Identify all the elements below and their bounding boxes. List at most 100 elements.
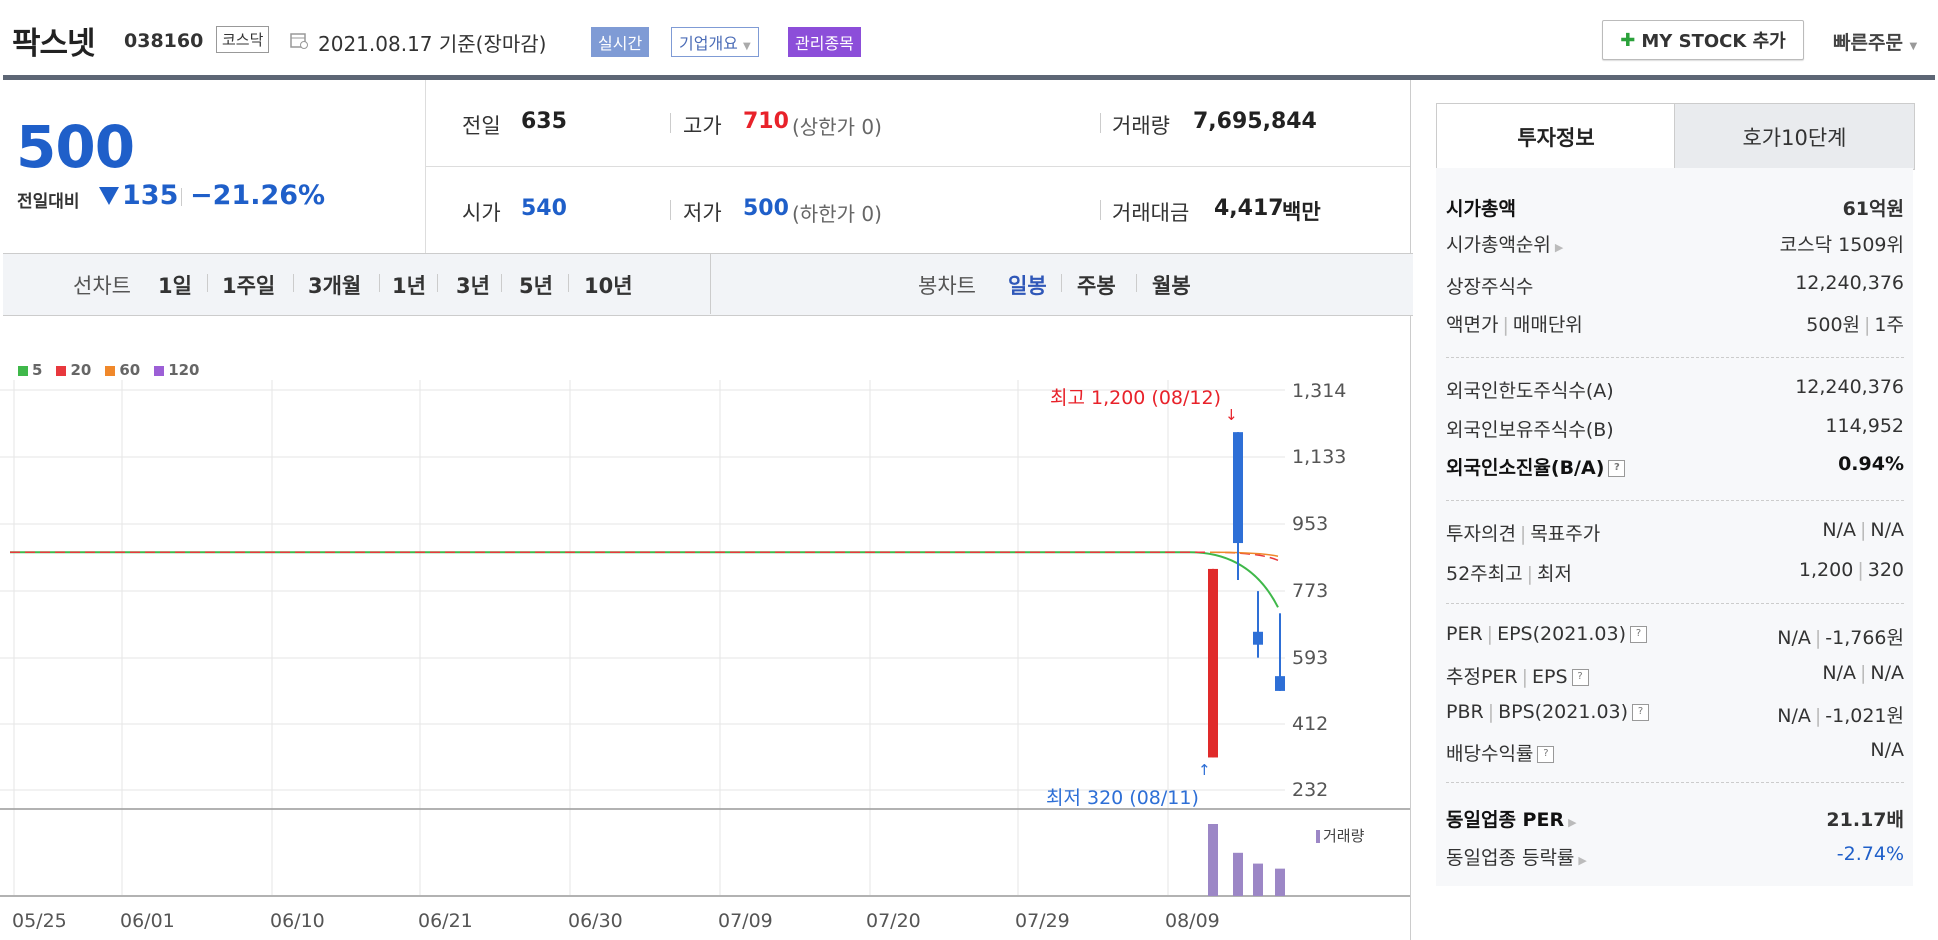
opinion-row: 투자의견 | 목표주가 N/A | N/A: [1446, 519, 1904, 545]
x-tick: 06/21: [418, 910, 473, 932]
help-icon[interactable]: ?: [1630, 626, 1647, 643]
volume-bar: [1208, 824, 1218, 896]
x-tick: 06/30: [568, 910, 623, 932]
upper-limit-count: (상한가 0): [792, 115, 882, 139]
calendar-icon: [290, 31, 308, 49]
company-overview-dropdown[interactable]: 기업개요 ▼: [671, 27, 759, 57]
week52-high-label: 52주최고: [1446, 563, 1523, 585]
listed-shares-value: 12,240,376: [1795, 272, 1904, 294]
sector-per-row[interactable]: 동일업종 PER ▶ 21.17배: [1446, 805, 1904, 832]
trade-amount-unit: 백만: [1282, 200, 1321, 224]
divider: [1446, 782, 1904, 783]
dividend-value: N/A: [1870, 739, 1904, 761]
caret-right-icon: ▶: [1554, 241, 1564, 254]
foreign-ratio-value: 0.94%: [1838, 453, 1904, 475]
pbr-label: PBR: [1446, 701, 1484, 723]
stock-code: 038160: [124, 30, 204, 52]
x-tick: 07/20: [866, 910, 921, 932]
volume-bar: [1253, 863, 1263, 896]
par-value: 500원: [1806, 314, 1861, 336]
est-eps-value: N/A: [1870, 662, 1904, 684]
tab-invest-info[interactable]: 투자정보: [1436, 103, 1676, 169]
chart-grid: [0, 380, 1285, 895]
low-annotation: 최저 320 (08/11): [1046, 787, 1199, 809]
divider: [1446, 500, 1904, 501]
par-label: 액면가: [1446, 314, 1499, 336]
chart-legend: 5 20 60 120: [18, 361, 200, 379]
ma60-line: [1209, 551, 1279, 558]
x-tick: 07/29: [1015, 910, 1070, 932]
volume-label: 거래량: [1112, 114, 1170, 138]
listed-shares-row: 상장주식수 12,240,376: [1446, 272, 1904, 299]
change-percent: −21.26%: [190, 180, 326, 211]
prev-close-value: 635: [521, 109, 567, 134]
trade-amount-value: 4,417: [1214, 196, 1284, 221]
candle-body: [1253, 631, 1263, 645]
week52-high-value: 1,200: [1798, 559, 1854, 581]
managed-stock-badge[interactable]: 관리종목: [788, 27, 861, 57]
candle-body: [1233, 432, 1243, 544]
period-weekly[interactable]: 주봉: [1077, 274, 1116, 298]
line-chart-label: 선차트: [73, 274, 131, 298]
dividend-label: 배당수익률: [1446, 743, 1534, 765]
period-daily[interactable]: 일봉: [1008, 274, 1047, 298]
y-tick: 412: [1292, 713, 1329, 735]
divider: [501, 274, 502, 292]
moving-average-lines: [10, 551, 1279, 608]
divider: [1446, 603, 1904, 604]
sector-change-value: -2.74%: [1836, 843, 1904, 865]
divider: [710, 253, 711, 314]
bps-label: BPS(2021.03): [1498, 701, 1629, 723]
volume-value: 7,695,844: [1193, 109, 1317, 134]
period-1w[interactable]: 1주일: [222, 274, 276, 298]
help-icon[interactable]: ?: [1608, 460, 1626, 477]
price-chart[interactable]: [0, 380, 1412, 900]
est-per-label: 추정PER: [1446, 666, 1518, 688]
week52-low-label: 최저: [1537, 563, 1572, 585]
change-label: 전일대비: [17, 192, 80, 212]
tab-orderbook-10[interactable]: 호가10단계: [1674, 103, 1915, 170]
add-mystock-button[interactable]: ✚ MY STOCK 추가: [1602, 20, 1804, 60]
invest-info-panel: [1436, 168, 1913, 886]
change-value: 135: [122, 180, 179, 211]
down-triangle-icon: [97, 183, 121, 211]
y-tick: 1,314: [1292, 380, 1347, 402]
help-icon[interactable]: ?: [1632, 704, 1650, 721]
foreign-hold-label: 외국인보유주식수(B): [1446, 419, 1614, 441]
market-cap-rank-label: 시가총액순위: [1446, 234, 1551, 256]
realtime-button[interactable]: 실시간: [591, 27, 650, 57]
legend-ma20: 20: [56, 361, 91, 379]
candle-chart-label: 봉차트: [918, 274, 976, 298]
sector-per-label: 동일업종 PER: [1446, 809, 1565, 831]
period-3y[interactable]: 3년: [456, 274, 490, 298]
period-10y[interactable]: 10년: [584, 274, 633, 298]
current-price: 500: [16, 113, 135, 181]
legend-ma60: 60: [105, 361, 140, 379]
stock-name: 팍스넷: [12, 26, 96, 62]
sector-per-unit: 배: [1886, 809, 1904, 831]
par-value-row: 액면가 | 매매단위 500원 | 1주: [1446, 314, 1904, 336]
market-cap-rank-value: 코스닥 1509위: [1779, 234, 1904, 256]
help-icon[interactable]: ?: [1537, 746, 1555, 763]
divider: [1446, 357, 1904, 358]
foreign-limit-value: 12,240,376: [1795, 376, 1904, 398]
period-1y[interactable]: 1년: [392, 274, 426, 298]
market-cap-rank-row[interactable]: 시가총액순위 ▶ 코스닥 1509위: [1446, 230, 1904, 257]
market-cap-label: 시가총액: [1446, 198, 1516, 220]
period-monthly[interactable]: 월봉: [1152, 274, 1191, 298]
help-icon[interactable]: ?: [1571, 669, 1589, 686]
quick-order-button[interactable]: 빠른주문 ▼: [1833, 28, 1917, 55]
candle-body: [1208, 568, 1218, 758]
divider: [568, 274, 569, 292]
high-value: 710: [743, 109, 789, 134]
period-1d[interactable]: 1일: [158, 274, 192, 298]
dividend-row: 배당수익률? N/A: [1446, 739, 1904, 766]
sector-change-row[interactable]: 동일업종 등락률 ▶ -2.74%: [1446, 843, 1904, 870]
pbr-bps-row: PBR | BPS(2021.03)? N/A | -1,021원: [1446, 701, 1904, 727]
add-mystock-label: MY STOCK 추가: [1641, 31, 1786, 52]
ma5-line: [10, 551, 1279, 608]
period-5y[interactable]: 5년: [519, 274, 553, 298]
divider: [207, 274, 208, 292]
period-3m[interactable]: 3개월: [308, 274, 362, 298]
target-price-value: N/A: [1870, 519, 1904, 541]
